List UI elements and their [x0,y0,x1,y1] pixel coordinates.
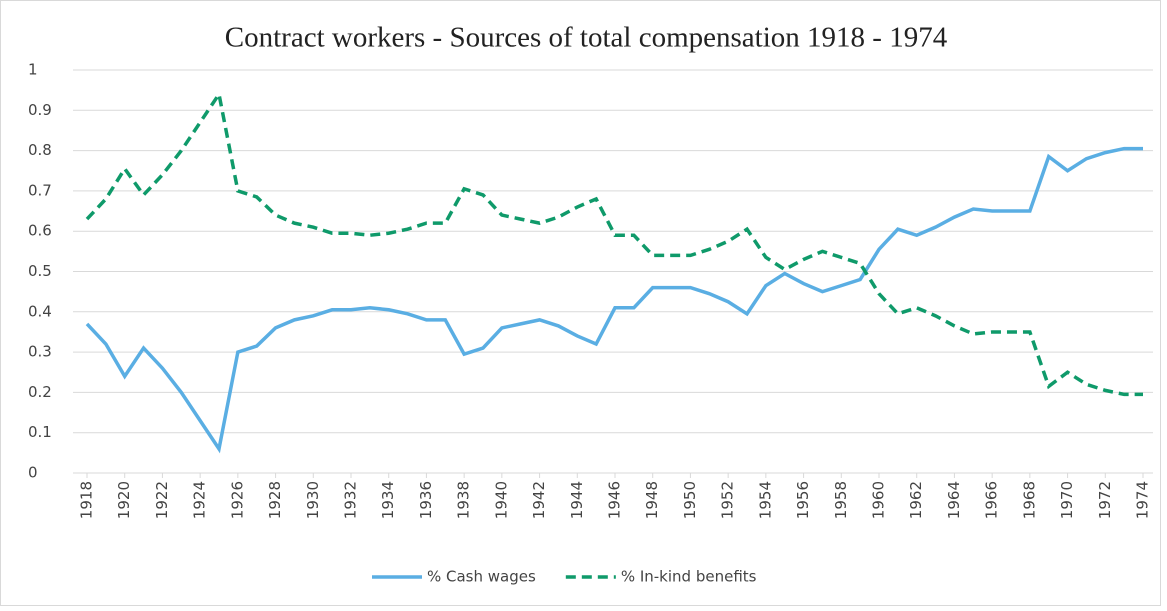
y-tick-label: 0.6 [28,222,52,240]
legend-label: % In-kind benefits [621,568,757,586]
x-tick-label: 1972 [1096,481,1114,519]
x-tick-label: 1948 [643,481,661,519]
x-tick-label: 1924 [191,481,209,519]
x-tick-label: 1964 [945,481,963,519]
x-tick-label: 1960 [870,481,888,519]
y-tick-label: 0 [28,464,38,482]
x-tick-label: 1952 [719,481,737,519]
x-tick-label: 1940 [492,481,510,519]
x-tick-label: 1968 [1020,481,1038,519]
y-tick-label: 0.1 [28,423,52,441]
x-tick-label: 1970 [1058,481,1076,519]
x-tick-label: 1956 [794,481,812,519]
x-tick-label: 1930 [304,481,322,519]
x-tick-label: 1938 [455,481,473,519]
y-tick-label: 0.9 [28,101,52,119]
x-tick-label: 1962 [907,481,925,519]
y-tick-label: 0.3 [28,343,52,361]
series-line [85,146,1143,454]
x-tick-label: 1922 [153,481,171,519]
y-tick-label: 1 [28,61,38,79]
x-tick-label: 1928 [266,481,284,519]
y-tick-label: 0.7 [28,181,52,199]
y-tick-label: 0.8 [28,141,52,159]
x-tick-label: 1946 [606,481,624,519]
x-tick-label: 1934 [379,481,397,519]
series-line [85,89,1143,397]
x-tick-label: 1966 [983,481,1001,519]
x-tick-label: 1944 [568,481,586,519]
y-tick-label: 0.2 [28,383,52,401]
chart-title: Contract workers - Sources of total comp… [225,22,948,54]
x-tick-label: 1954 [756,481,774,519]
x-tick-label: 1942 [530,481,548,519]
x-tick-label: 1958 [832,481,850,519]
x-tick-label: 1936 [417,481,435,519]
x-tick-label: 1950 [681,481,699,519]
legend-label: % Cash wages [427,568,536,586]
x-tick-label: 1974 [1134,481,1152,519]
x-tick-label: 1926 [228,481,246,519]
y-tick-label: 0.4 [28,302,52,320]
y-tick-label: 0.5 [28,262,52,280]
x-tick-label: 1932 [342,481,360,519]
x-tick-label: 1920 [115,481,133,519]
x-tick-label: 1918 [78,481,96,519]
